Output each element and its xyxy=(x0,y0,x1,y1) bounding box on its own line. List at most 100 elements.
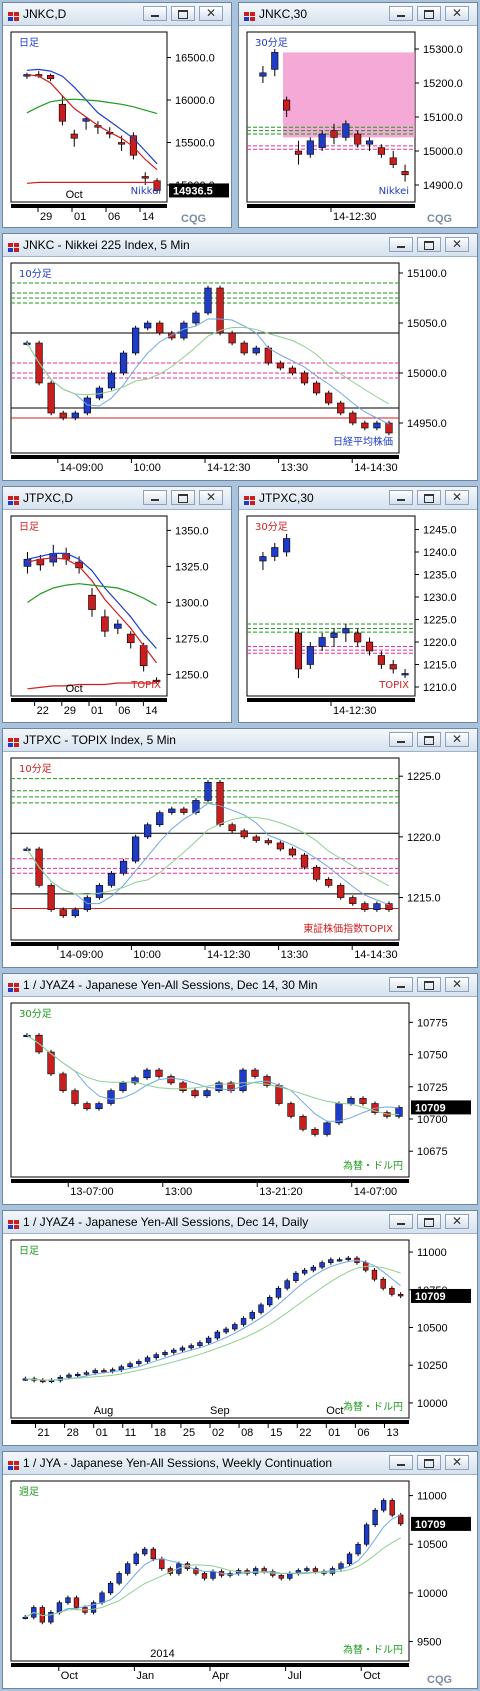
cqg-logo: CQG xyxy=(427,213,452,225)
restore-button[interactable] xyxy=(417,1214,441,1229)
close-icon: ✕ xyxy=(452,732,463,746)
restore-button[interactable] xyxy=(417,237,441,252)
close-button[interactable]: ✕ xyxy=(199,6,223,21)
close-button[interactable]: ✕ xyxy=(445,490,469,505)
y-tick-label: 10700 xyxy=(417,1114,448,1126)
minimize-icon xyxy=(397,15,405,17)
candle xyxy=(119,860,128,874)
window-jnkc-30min: JNKC,30 ✕ 15300.0 15200.0 15100.0 15000.0 1490… xyxy=(238,2,478,228)
candle xyxy=(131,1077,139,1084)
title-bar[interactable]: JNKC - Nikkei 225 Index, 5 Min ✕ xyxy=(3,234,477,257)
y-tick-label: 10500 xyxy=(417,1322,448,1334)
minimize-button[interactable] xyxy=(389,1214,413,1229)
candle xyxy=(66,1374,72,1378)
x-tick-label: Apr xyxy=(212,1670,229,1682)
timeframe-label: 30分足 xyxy=(255,37,288,49)
minimize-button[interactable] xyxy=(143,6,167,21)
candle xyxy=(311,1129,319,1135)
chart-area[interactable]: 1100010750105001025010000107092128011118… xyxy=(3,1234,475,1444)
candle xyxy=(294,632,303,670)
chart-area[interactable]: 11000 10500 10000 9500 10709 Oct Jan Apr Jul Oct 2… xyxy=(3,1475,475,1687)
candle xyxy=(47,382,55,414)
restore-button[interactable] xyxy=(171,490,195,505)
window-title: 1 / JYA - Japanese Yen-All Sessions, Wee… xyxy=(23,1456,333,1470)
title-bar[interactable]: 1 / JYAZ4 - Japanese Yen-All Sessions, D… xyxy=(3,1211,477,1234)
minimize-button[interactable] xyxy=(389,237,413,252)
candle xyxy=(372,1509,378,1526)
candle xyxy=(70,133,78,139)
y-tick-label: 1275.0 xyxy=(175,633,209,645)
candle xyxy=(228,332,236,344)
close-button[interactable]: ✕ xyxy=(445,237,469,252)
timeframe-label: 10分足 xyxy=(19,268,52,280)
chart-area[interactable]: 15100.0 15050.0 15000.0 14950.0 14-09:00 10:0… xyxy=(3,257,475,479)
title-bar[interactable]: 1 / JYAZ4 - Japanese Yen-All Sessions, D… xyxy=(3,974,477,997)
timeframe-label: 日足 xyxy=(19,37,39,49)
restore-button[interactable] xyxy=(417,977,441,992)
close-button[interactable]: ✕ xyxy=(199,490,223,505)
candle xyxy=(118,1366,125,1371)
candle xyxy=(56,1602,63,1613)
restore-icon xyxy=(178,494,188,503)
minimize-button[interactable] xyxy=(389,732,413,747)
instrument-label: 日経平均株価 xyxy=(333,435,393,448)
chart-area[interactable]: 15300.0 15200.0 15100.0 15000.0 14900.0 14-12… xyxy=(239,26,475,226)
candle xyxy=(203,1090,211,1097)
title-bar[interactable]: 1 / JYA - Japanese Yen-All Sessions, Wee… xyxy=(3,1452,477,1475)
y-tick-label: 10775 xyxy=(417,1017,448,1029)
window-jpy-30min: 1 / JYAZ4 - Japanese Yen-All Sessions, D… xyxy=(2,973,478,1205)
moving-average-line xyxy=(25,1265,401,1381)
chart-area[interactable]: 1245.0 1240.0 1235.0 1230.0 1225.0 1220.0 1215… xyxy=(239,510,475,721)
title-bar[interactable]: JTPXC,30 ✕ xyxy=(239,487,477,510)
cqg-window-icon xyxy=(8,980,19,992)
close-button[interactable]: ✕ xyxy=(445,1214,469,1229)
close-button[interactable]: ✕ xyxy=(445,732,469,747)
close-button[interactable]: ✕ xyxy=(445,977,469,992)
candle xyxy=(349,897,357,904)
title-bar[interactable]: JNKC,30 ✕ xyxy=(239,3,477,26)
y-tick-label: 1220.0 xyxy=(423,637,457,649)
minimize-button[interactable] xyxy=(389,6,413,21)
candle xyxy=(264,347,272,364)
minimize-button[interactable] xyxy=(389,977,413,992)
restore-button[interactable] xyxy=(417,1455,441,1470)
price-tag-bg xyxy=(411,1100,471,1115)
y-tick-label: 11000 xyxy=(417,1247,447,1259)
candle xyxy=(180,808,188,813)
moving-average-line xyxy=(27,682,157,690)
x-tick-label: 13:30 xyxy=(281,462,309,474)
x-tick-label: 01 xyxy=(91,705,103,717)
x-axis-bar xyxy=(11,204,167,208)
chart-area[interactable]: 10775 10750 10725 10700 10675 10709 13-07:00 13… xyxy=(3,997,475,1203)
close-button[interactable]: ✕ xyxy=(445,6,469,21)
minimize-button[interactable] xyxy=(389,1455,413,1470)
candle xyxy=(259,556,267,562)
restore-button[interactable] xyxy=(171,6,195,21)
candle xyxy=(95,1103,103,1109)
instrument-label: 東証株価指数TOPIX xyxy=(303,922,393,935)
candle xyxy=(287,1573,293,1579)
y-tick-label: 15000.0 xyxy=(423,146,463,158)
title-bar[interactable]: JTPXC - TOPIX Index, 5 Min ✕ xyxy=(3,729,477,752)
candle xyxy=(252,836,260,841)
candle xyxy=(240,1318,247,1325)
minimize-button[interactable] xyxy=(389,490,413,505)
x-tick-label: 14-09:00 xyxy=(60,949,103,961)
chart-area[interactable]: 16500.016000.015500.015000.014936.529010… xyxy=(3,26,229,226)
restore-button[interactable] xyxy=(417,6,441,21)
candle xyxy=(71,1090,79,1104)
candle xyxy=(131,836,140,862)
chart-area[interactable]: 1225.0 1220.0 1215.0 14-09:00 10:00 14-12:30 1… xyxy=(3,752,475,966)
restore-button[interactable] xyxy=(417,490,441,505)
minimize-button[interactable] xyxy=(143,490,167,505)
restore-button[interactable] xyxy=(417,732,441,747)
candle xyxy=(301,1269,308,1274)
price-tag-bg xyxy=(411,1288,471,1303)
y-tick-label: 1215.0 xyxy=(423,660,457,672)
title-bar[interactable]: JNKC,D ✕ xyxy=(3,3,231,26)
close-button[interactable]: ✕ xyxy=(445,1455,469,1470)
chart-area[interactable]: 1350.0 1325.0 1300.0 1275.0 1250.0 22 29 01 06 14… xyxy=(3,510,229,721)
candle xyxy=(288,367,297,374)
candle xyxy=(210,1571,216,1579)
title-bar[interactable]: JTPXC,D ✕ xyxy=(3,487,231,510)
